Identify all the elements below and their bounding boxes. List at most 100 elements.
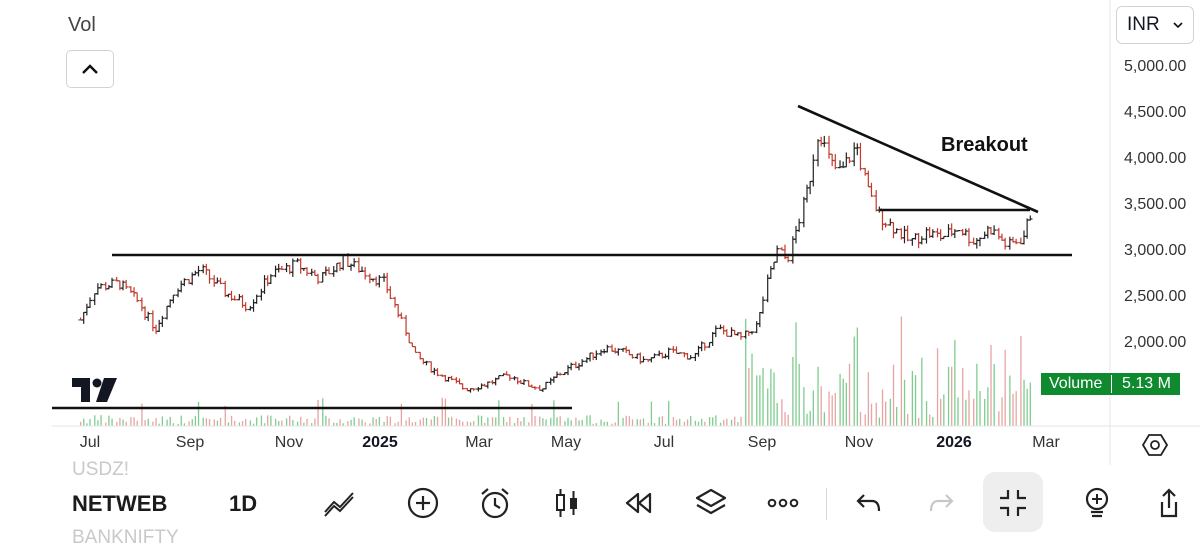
price-tick-label: 4,500.00 <box>1124 104 1187 121</box>
volume-bar <box>762 368 764 426</box>
volume-bar <box>653 423 656 426</box>
volume-bar <box>169 416 171 426</box>
volume-bar <box>661 416 664 426</box>
volume-bar <box>141 403 143 426</box>
volume-bar <box>957 397 959 426</box>
symbol-selector[interactable]: NETWEB <box>72 491 168 516</box>
volume-bar <box>197 401 200 426</box>
volume-bar <box>965 399 967 426</box>
volume-bar <box>870 403 873 426</box>
volume-bar <box>784 412 786 426</box>
trendlines <box>52 104 1072 410</box>
volume-bar <box>787 414 789 426</box>
volume-bar <box>831 395 833 426</box>
volume-bar <box>270 415 272 426</box>
volume-bar <box>336 422 338 426</box>
layers-icon[interactable] <box>694 486 728 520</box>
volume-bar <box>845 382 848 426</box>
volume-bar <box>425 418 428 426</box>
volume-bar <box>155 418 157 426</box>
replay-icon[interactable] <box>622 486 656 520</box>
more-icon[interactable] <box>766 486 800 520</box>
volume-bar <box>375 419 377 426</box>
time-tick-label: Nov <box>844 434 874 451</box>
volume-bar <box>300 416 302 426</box>
volume-bar <box>556 417 558 426</box>
time-tick-label: Nov <box>274 434 304 451</box>
volume-bar <box>205 418 208 426</box>
collapse-legend-button[interactable] <box>66 50 114 88</box>
volume-bar <box>480 415 483 426</box>
volume-bar <box>921 357 923 426</box>
candles-icon[interactable] <box>550 486 584 520</box>
volume-bar <box>219 417 222 426</box>
time-tick-label: 2026 <box>936 434 972 451</box>
price-tick-label: 3,000.00 <box>1124 242 1187 259</box>
volume-bar <box>369 423 371 426</box>
volume-bar <box>506 422 508 426</box>
volume-bar <box>567 417 569 426</box>
volume-bar <box>650 401 653 426</box>
volume-bar <box>817 366 819 426</box>
share-icon[interactable] <box>1152 486 1186 520</box>
collapse-icon[interactable] <box>996 486 1030 520</box>
volume-bar <box>875 402 877 426</box>
time-tick-label: Sep <box>175 434 205 451</box>
chevron-down-icon <box>1173 22 1183 29</box>
collapse-button[interactable] <box>983 472 1043 532</box>
volume-bar <box>979 391 981 426</box>
volume-bar <box>878 417 881 426</box>
alert-icon[interactable] <box>478 486 512 520</box>
volume-bar <box>495 417 497 426</box>
volume-bar <box>147 418 149 426</box>
volume-bar <box>809 410 811 426</box>
time-tick-label: Jul <box>79 434 101 451</box>
volume-bar <box>748 367 750 426</box>
undo-icon[interactable] <box>852 486 886 520</box>
volume-bar <box>900 316 903 426</box>
time-tick-label: Jul <box>653 434 675 451</box>
volume-bars <box>79 316 1031 426</box>
symbol-next[interactable]: BANKNIFTY <box>72 527 179 548</box>
toolbar-separator <box>826 488 827 520</box>
volume-bar <box>701 418 703 426</box>
chart-settings-icon[interactable] <box>1142 432 1168 458</box>
volume-bar <box>249 420 252 426</box>
volume-bar <box>245 419 247 426</box>
volume-bar <box>617 401 620 426</box>
volume-bar <box>528 422 530 426</box>
volume-bar <box>812 390 814 426</box>
chevron-up-icon <box>82 64 98 74</box>
volume-bar <box>896 406 898 426</box>
indicators-icon[interactable] <box>323 486 357 520</box>
volume-bar <box>929 414 931 426</box>
volume-bar <box>350 419 352 426</box>
volume-bar <box>509 416 511 426</box>
volume-bar <box>885 401 887 426</box>
volume-bar <box>144 420 146 426</box>
symbol-previous[interactable]: USDZ! <box>72 459 129 480</box>
add-idea-icon[interactable] <box>1080 486 1114 520</box>
volume-badge-value: 5.13 M <box>1122 375 1171 392</box>
volume-bar <box>238 422 241 426</box>
volume-bar <box>172 423 175 426</box>
volume-bar <box>441 397 443 426</box>
volume-bar <box>292 420 294 426</box>
volume-bar <box>853 336 855 426</box>
volume-bar <box>694 420 697 426</box>
volume-bar <box>539 416 541 426</box>
volume-bar <box>79 421 82 426</box>
volume-bar <box>940 398 942 426</box>
timeframe-selector[interactable]: 1D <box>229 491 258 516</box>
volume-bar <box>973 398 975 426</box>
volume-value-badge: Volume 5.13 M <box>1041 373 1180 395</box>
volume-bar <box>462 421 464 426</box>
time-tick-label: 2025 <box>362 434 398 451</box>
currency-selector[interactable]: INR <box>1116 6 1194 44</box>
volume-bar <box>314 418 316 426</box>
volume-bar <box>116 421 118 426</box>
volume-bar <box>383 421 385 426</box>
volume-bar <box>990 344 992 426</box>
add-icon[interactable] <box>406 486 440 520</box>
